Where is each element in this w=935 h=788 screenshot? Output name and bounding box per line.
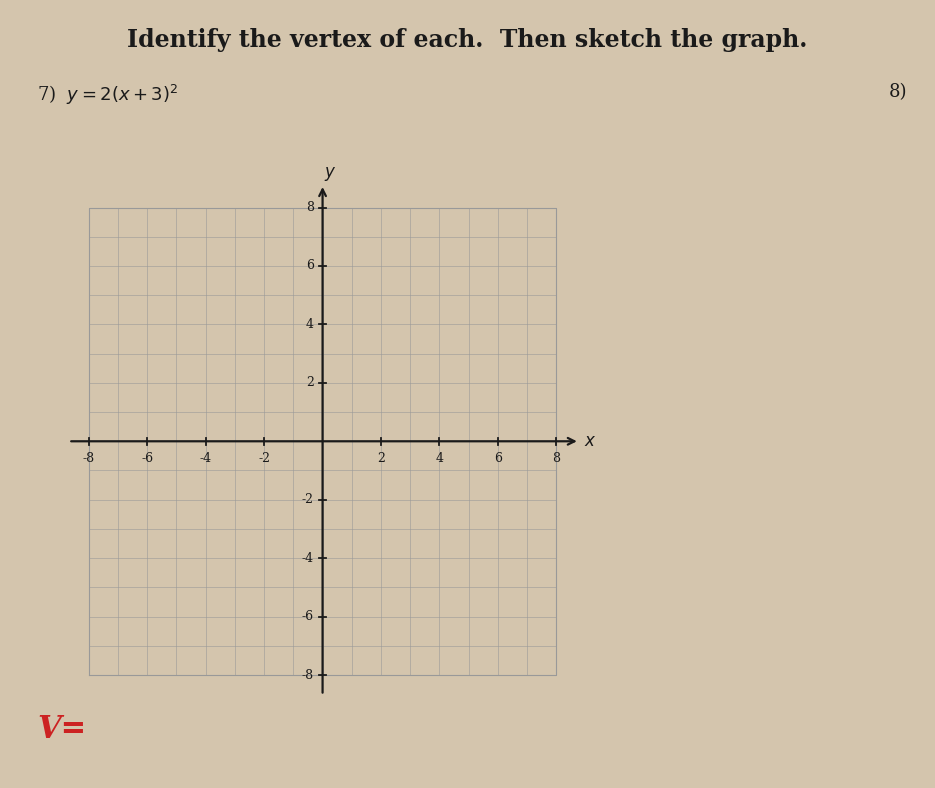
Text: 6: 6 <box>306 259 314 273</box>
Text: 6: 6 <box>494 452 502 464</box>
Text: -4: -4 <box>302 552 314 565</box>
Text: -8: -8 <box>83 452 94 464</box>
Text: 2: 2 <box>306 377 314 389</box>
Text: $y$: $y$ <box>324 165 336 183</box>
Text: 4: 4 <box>436 452 443 464</box>
Text: -2: -2 <box>302 493 314 506</box>
Text: V=: V= <box>37 714 87 745</box>
Text: -4: -4 <box>200 452 211 464</box>
Text: 8): 8) <box>888 83 907 101</box>
Text: Identify the vertex of each.  Then sketch the graph.: Identify the vertex of each. Then sketch… <box>127 28 808 51</box>
Text: -8: -8 <box>302 668 314 682</box>
Text: 8: 8 <box>306 201 314 214</box>
Text: $x$: $x$ <box>584 433 597 450</box>
Text: 2: 2 <box>377 452 385 464</box>
Text: 4: 4 <box>306 318 314 331</box>
Text: 7)  $y = 2(x + 3)^2$: 7) $y = 2(x + 3)^2$ <box>37 83 179 107</box>
Text: -2: -2 <box>258 452 270 464</box>
Text: -6: -6 <box>302 610 314 623</box>
Text: -6: -6 <box>141 452 153 464</box>
Text: 8: 8 <box>553 452 560 464</box>
